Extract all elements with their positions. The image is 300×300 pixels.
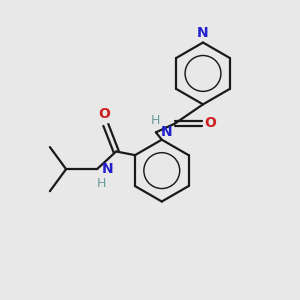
Text: N: N bbox=[160, 125, 172, 139]
Text: O: O bbox=[98, 107, 110, 122]
Text: H: H bbox=[97, 177, 106, 190]
Text: H: H bbox=[151, 114, 160, 127]
Text: N: N bbox=[197, 26, 209, 40]
Text: N: N bbox=[101, 162, 113, 176]
Text: O: O bbox=[205, 116, 216, 130]
